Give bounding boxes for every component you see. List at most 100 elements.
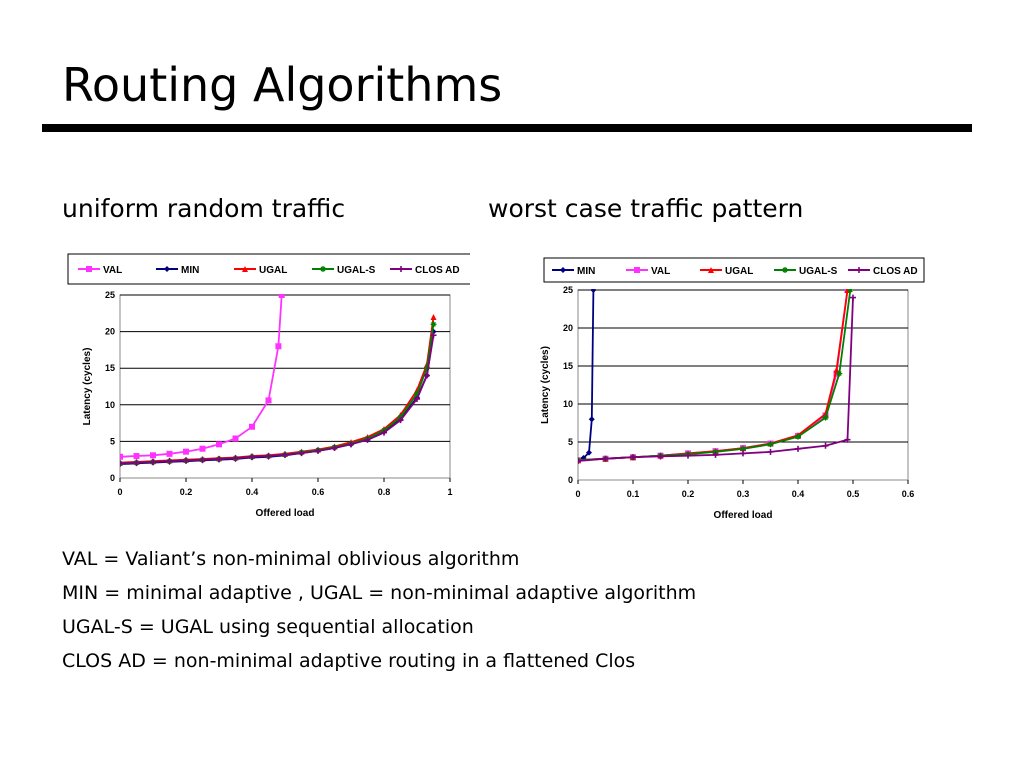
x-tick-label: 0.4 (792, 489, 805, 499)
point-val (199, 445, 206, 452)
point-val (120, 453, 123, 460)
y-tick-label: 15 (563, 361, 573, 371)
point-clos-ad (199, 456, 206, 463)
legend-swatch-min (560, 267, 566, 273)
point-clos-ad (414, 395, 420, 402)
legend-label-clos-ad: CLOS AD (415, 265, 460, 276)
point-clos-ad (740, 450, 746, 457)
point-val (249, 423, 255, 430)
legend-swatch-ugal (708, 267, 714, 273)
legend-swatch-clos-ad (856, 267, 862, 273)
point-clos-ad (216, 455, 222, 462)
x-axis-label: Offered load (256, 508, 315, 519)
point-clos-ad (120, 460, 123, 467)
point-clos-ad (657, 453, 664, 460)
series-line-clos-ad (578, 297, 854, 462)
x-tick-label: 0.5 (847, 489, 860, 499)
point-clos-ad (795, 445, 801, 452)
subtitle-uniform-random-traffic: uniform random traffic (62, 194, 346, 223)
legend-label-val: VAL (103, 265, 122, 276)
note-min-ugal: MIN = minimal adaptive , UGAL = non-mini… (62, 582, 697, 604)
point-ugal-s (414, 390, 420, 397)
x-tick-label: 0.2 (180, 487, 193, 497)
point-clos-ad (315, 447, 321, 454)
legend-swatch-clos-ad (398, 266, 404, 272)
legend-notes: VAL = Valiant’s non-minimal oblivious al… (62, 542, 696, 678)
series-clos-ad (578, 294, 856, 464)
note-clos-ad: CLOS AD = non-minimal adaptive routing i… (62, 650, 636, 672)
y-tick-label: 5 (110, 436, 115, 446)
legend-swatch-val (634, 267, 640, 273)
point-ugal-s (712, 448, 719, 455)
point-ugal-s (795, 433, 801, 440)
y-tick-label: 5 (568, 437, 573, 447)
point-clos-ad (685, 452, 691, 459)
point-ugal (833, 366, 840, 373)
point-val (183, 448, 189, 455)
point-ugal-s (430, 321, 437, 328)
point-clos-ad (844, 436, 851, 443)
y-tick-label: 10 (105, 400, 115, 410)
subtitle-worst-case-traffic: worst case traffic pattern (488, 194, 804, 223)
point-clos-ad (133, 459, 140, 466)
point-val (150, 452, 156, 459)
x-tick-label: 1 (447, 487, 452, 497)
chart-legend: MIN VAL UGAL UGAL-S CLOS AD (543, 257, 925, 283)
legend-label-ugal: UGAL (259, 265, 287, 276)
y-axis-label: Latency (cycles) (82, 348, 93, 426)
point-min (580, 454, 587, 461)
point-clos-ad (602, 455, 609, 462)
point-val (216, 441, 222, 448)
legend-swatch-ugal-s (782, 267, 788, 273)
point-min (590, 289, 597, 293)
point-clos-ad (298, 450, 305, 457)
y-tick-label: 0 (110, 473, 115, 483)
note-val: VAL = Valiant’s non-minimal oblivious al… (62, 548, 520, 570)
legend-label-clos-ad: CLOS AD (873, 266, 918, 277)
legend-label-min: MIN (181, 265, 199, 276)
y-axis-label: Latency (cycles) (540, 346, 551, 424)
legend-swatch-val (86, 266, 92, 272)
x-tick-label: 0.1 (627, 489, 640, 499)
x-tick-label: 0.2 (682, 489, 695, 499)
point-clos-ad (578, 458, 581, 464)
x-tick-label: 0 (117, 487, 122, 497)
point-clos-ad (822, 442, 829, 449)
legend-label-val: VAL (651, 266, 670, 277)
series-val (120, 294, 285, 460)
point-ugal (430, 313, 437, 320)
plot-area (119, 294, 451, 479)
y-tick-label: 20 (105, 327, 115, 337)
legend-swatch-ugal (242, 266, 248, 272)
point-ugal-s (740, 445, 746, 452)
point-clos-ad (423, 372, 430, 379)
y-tick-label: 25 (105, 290, 115, 300)
point-clos-ad (850, 294, 856, 301)
y-tick-label: 20 (563, 323, 573, 333)
point-val (278, 294, 285, 298)
point-val (133, 453, 140, 460)
legend-label-ugal-s: UGAL-S (799, 266, 838, 277)
y-tick-label: 0 (568, 475, 573, 485)
chart-legend: VAL MIN UGAL UGAL-S CLOS AD (67, 253, 470, 285)
point-val (265, 397, 272, 404)
y-tick-label: 15 (105, 363, 115, 373)
x-tick-label: 0.4 (246, 487, 259, 497)
point-val (275, 343, 282, 350)
point-clos-ad (430, 332, 437, 339)
y-tick-label: 10 (563, 399, 573, 409)
point-clos-ad (150, 458, 156, 465)
chart-uniform-random-traffic: VAL MIN UGAL UGAL-S CLOS AD 0 5 10 15 20 25 0 0.2 0.4… (67, 253, 470, 519)
point-val (232, 435, 239, 442)
point-clos-ad (282, 451, 288, 458)
point-ugal-s (423, 365, 430, 372)
legend-label-min: MIN (577, 266, 595, 277)
point-clos-ad (712, 451, 719, 458)
point-clos-ad (364, 436, 371, 443)
x-tick-label: 0.6 (902, 489, 915, 499)
x-tick-label: 0.8 (378, 487, 391, 497)
point-clos-ad (183, 457, 189, 464)
point-val (166, 450, 173, 457)
legend-label-ugal-s: UGAL-S (337, 265, 376, 276)
point-clos-ad (630, 454, 636, 461)
